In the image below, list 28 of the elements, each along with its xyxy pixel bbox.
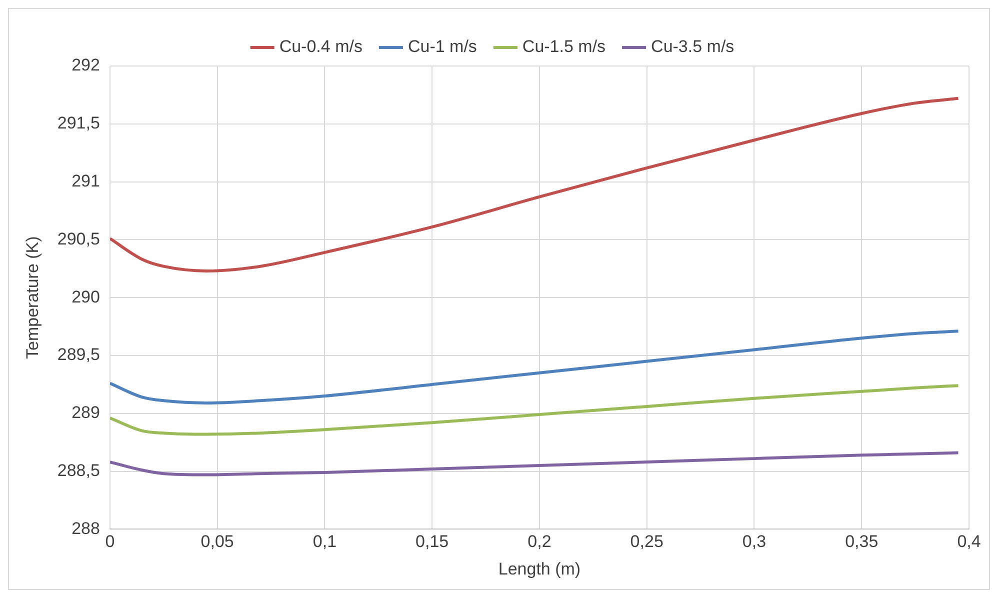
x-tick-label: 0,1 — [312, 532, 337, 552]
y-tick-label: 291,5 — [57, 114, 100, 133]
y-tick-label: 290,5 — [57, 229, 100, 248]
x-tick-label: 0,4 — [957, 532, 981, 552]
x-tick-label: 0,2 — [528, 532, 552, 552]
line-series — [110, 330, 960, 404]
y-tick-label: 288 — [72, 518, 100, 538]
legend-label: Cu-0.4 m/s — [279, 37, 362, 56]
y-tick-label: 290 — [72, 287, 100, 306]
x-tick-label: 0,25 — [630, 532, 664, 552]
y-tick-label: 289 — [72, 403, 100, 422]
x-tick-label: 0,15 — [416, 532, 449, 552]
legend-label: Cu-3.5 m/s — [651, 37, 734, 56]
x-tick-label: 0 — [105, 532, 115, 552]
line-series — [110, 384, 960, 436]
y-tick-label: 288,5 — [57, 460, 100, 480]
line-series — [110, 96, 960, 272]
x-axis-title: Length (m) — [498, 559, 581, 578]
x-tick-label: 0,3 — [742, 532, 766, 552]
y-tick-label: 292 — [72, 56, 100, 75]
legend-label: Cu-1 m/s — [408, 37, 477, 56]
line-series — [110, 451, 960, 476]
x-tick-label: 0,35 — [845, 532, 878, 552]
legend-label: Cu-1.5 m/s — [522, 37, 606, 56]
y-tick-label: 289,5 — [57, 345, 100, 364]
y-axis-title: Temperature (K) — [22, 236, 42, 360]
y-tick-label: 291 — [72, 171, 100, 190]
x-tick-label: 0,05 — [200, 532, 234, 552]
